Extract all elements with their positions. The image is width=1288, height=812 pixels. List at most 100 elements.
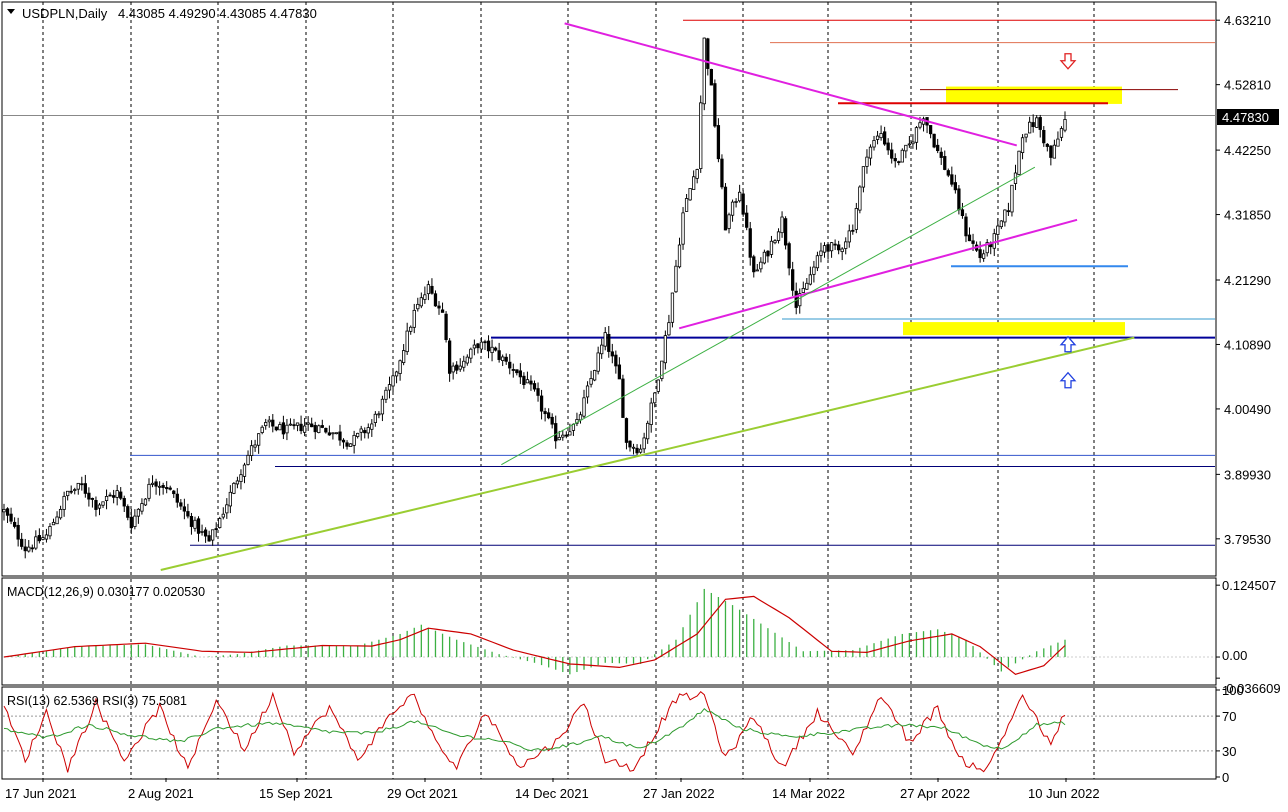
bull-candle (257, 433, 261, 446)
time-axis-label: 10 Jun 2022 (1028, 786, 1100, 801)
bear-candle (299, 423, 303, 432)
bull-candle (677, 244, 682, 268)
bull-candle (27, 546, 31, 552)
bull-candle (603, 332, 607, 347)
bull-candle (76, 482, 80, 490)
bear-candle (1038, 117, 1042, 130)
bull-candle (847, 230, 851, 243)
bear-candle (119, 491, 123, 499)
bull-candle (402, 350, 406, 363)
bull-candle (755, 269, 759, 272)
bull-candle (684, 198, 689, 212)
bull-candle (596, 352, 600, 372)
bull-candle (805, 282, 809, 290)
rsi-axis-label: 30 (1222, 744, 1236, 759)
bull-candle (589, 378, 593, 385)
bear-candle (748, 228, 752, 258)
bull-candle (776, 231, 781, 241)
bear-candle (345, 442, 349, 447)
bear-candle (182, 506, 187, 512)
bull-candle (140, 503, 144, 512)
time-axis-label: 27 Apr 2022 (900, 786, 970, 801)
bear-candle (1045, 143, 1049, 147)
bull-candle (879, 133, 883, 139)
bull-candle (97, 504, 102, 509)
bull-candle (819, 250, 823, 256)
collapse-triangle-icon[interactable] (7, 9, 15, 14)
bull-candle (808, 274, 812, 285)
bull-candle (41, 537, 45, 540)
bear-candle (292, 424, 296, 427)
price-panel-frame (1, 1, 1217, 577)
bull-candle (253, 444, 257, 448)
bear-candle (154, 481, 158, 487)
bull-candle (366, 427, 370, 434)
bull-candle (638, 448, 643, 453)
bear-candle (752, 256, 756, 273)
bull-candle (1003, 209, 1007, 223)
bear-candle (444, 313, 448, 340)
bull-candle (861, 166, 866, 188)
bear-candle (511, 369, 515, 371)
bear-candle (953, 182, 958, 191)
bear-candle (23, 546, 27, 552)
bear-candle (886, 142, 890, 151)
price-axis-label: 4.00490 (1224, 402, 1271, 417)
bear-candle (430, 285, 434, 294)
bear-candle (186, 511, 190, 517)
bear-candle (971, 240, 975, 244)
bull-candle (840, 248, 844, 253)
bull-candle (228, 491, 232, 507)
bull-candle (1024, 133, 1028, 138)
bull-candle (2, 508, 6, 513)
price-axis-label: 4.63210 (1224, 13, 1271, 28)
bull-candle (854, 208, 858, 230)
time-axis-label: 15 Sep 2021 (259, 786, 333, 801)
bull-candle (370, 423, 374, 430)
bear-candle (706, 38, 710, 69)
bear-candle (189, 515, 194, 527)
bear-candle (455, 364, 459, 371)
bull-candle (801, 287, 805, 293)
bear-candle (486, 340, 491, 352)
bull-candle (646, 422, 650, 440)
bear-candle (529, 380, 533, 385)
bear-candle (179, 502, 183, 507)
bear-candle (207, 535, 211, 542)
rsi-panel-frame (1, 686, 1217, 780)
bull-candle (727, 214, 731, 229)
rsi-axis-label: 100 (1222, 683, 1244, 698)
bull-candle (235, 480, 240, 485)
macd-signal-line (3, 595, 1066, 675)
bull-candle (999, 220, 1003, 228)
bull-candle (278, 424, 282, 431)
bear-candle (610, 351, 614, 357)
axes: 17 Jun 2021 2 Aug 2021 15 Sep 2021 29 Oct 2… (5, 13, 1281, 801)
bear-candle (1049, 145, 1053, 158)
bull-candle (394, 371, 399, 377)
time-axis-label: 14 Dec 2021 (515, 786, 589, 801)
bear-candle (539, 395, 544, 412)
bear-candle (310, 423, 314, 428)
ohlc-values: 4.43085 4.49290 4.43085 4.47830 (118, 6, 317, 21)
bear-candle (327, 432, 332, 436)
bull-candle (356, 432, 360, 437)
current-price-tag (1217, 109, 1279, 125)
bull-candle (384, 389, 388, 400)
bull-candle (62, 495, 66, 510)
bull-candle (798, 293, 802, 307)
bull-candle (472, 344, 477, 349)
bull-candle (688, 188, 692, 201)
bull-candle (982, 253, 986, 259)
bear-candle (564, 434, 568, 437)
bull-candle (490, 346, 494, 354)
bull-candle (295, 422, 300, 426)
bull-candle (288, 423, 293, 426)
bull-candle (423, 294, 427, 300)
bear-candle (614, 354, 618, 367)
bull-candle (780, 216, 784, 234)
bull-candle (1010, 184, 1014, 213)
bear-candle (536, 388, 540, 396)
